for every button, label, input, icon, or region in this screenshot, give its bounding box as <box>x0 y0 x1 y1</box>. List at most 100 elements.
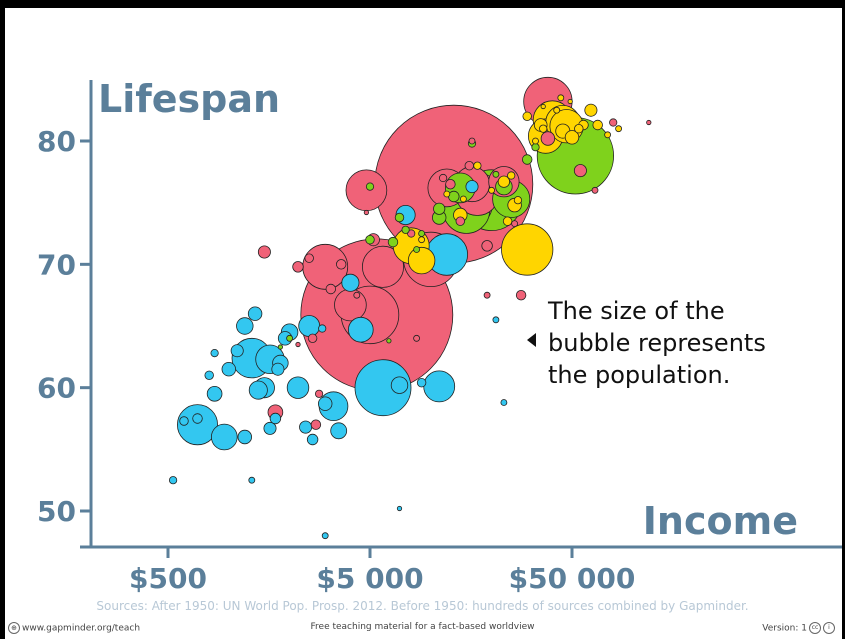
bubble-asia[interactable] <box>345 169 388 212</box>
bubble-africa[interactable] <box>248 476 256 484</box>
bubble-africa[interactable] <box>396 505 403 512</box>
bubble-africa[interactable] <box>416 378 427 388</box>
bubble-africa[interactable] <box>321 532 329 540</box>
bubble-africa[interactable] <box>492 316 500 324</box>
bubble-asia[interactable] <box>325 283 337 295</box>
bubble-asia[interactable] <box>336 259 347 270</box>
bubble-europe[interactable] <box>532 137 539 145</box>
bubble-africa[interactable] <box>347 316 374 343</box>
bubble-africa[interactable] <box>176 404 218 446</box>
bubble-asia[interactable] <box>353 291 361 299</box>
bubble-europe[interactable] <box>418 236 426 244</box>
bubble-africa[interactable] <box>221 362 237 377</box>
bubble-asia[interactable] <box>483 291 491 299</box>
bubble-africa[interactable] <box>390 376 409 394</box>
bubble-africa[interactable] <box>237 429 253 445</box>
bubble-asia[interactable] <box>468 137 476 145</box>
bubble-europe[interactable] <box>488 186 496 194</box>
bubble-americas[interactable] <box>365 182 375 191</box>
bubble-africa[interactable] <box>465 180 479 194</box>
bubble-europe[interactable] <box>567 98 573 105</box>
bubble-asia[interactable] <box>361 245 404 288</box>
bubble-americas[interactable] <box>401 225 410 234</box>
bubble-asia[interactable] <box>363 209 369 216</box>
bubble-asia[interactable] <box>257 245 271 259</box>
bubble-europe[interactable] <box>553 106 561 114</box>
bubble-africa[interactable] <box>500 399 508 406</box>
bubble-europe[interactable] <box>459 195 467 203</box>
bubble-americas[interactable] <box>413 246 421 253</box>
bubble-europe[interactable] <box>513 196 523 205</box>
bubble-americas[interactable] <box>394 212 405 223</box>
bubble-asia[interactable] <box>609 118 618 127</box>
bubble-europe[interactable] <box>540 103 546 110</box>
bubble-africa[interactable] <box>236 317 254 335</box>
bubble-africa[interactable] <box>169 476 178 485</box>
bubble-americas[interactable] <box>492 170 500 178</box>
bubble-europe[interactable] <box>473 161 482 170</box>
bubble-americas[interactable] <box>448 190 460 203</box>
bubble-asia[interactable] <box>540 131 556 146</box>
bubble-americas[interactable] <box>277 344 283 350</box>
bubble-asia[interactable] <box>445 178 456 190</box>
bubble-asia[interactable] <box>334 288 367 322</box>
bubble-africa[interactable] <box>210 348 219 358</box>
bubble-asia[interactable] <box>515 290 527 301</box>
bubble-asia[interactable] <box>438 173 448 183</box>
bubble-europe[interactable] <box>443 190 451 198</box>
bubble-africa[interactable] <box>354 359 412 417</box>
bubble-europe[interactable] <box>584 103 598 117</box>
bubble-africa[interactable] <box>192 413 203 424</box>
bubble-europe[interactable] <box>507 171 516 180</box>
bubble-asia[interactable] <box>310 419 322 430</box>
bubble-africa[interactable] <box>230 344 244 358</box>
bubble-asia[interactable] <box>304 253 314 263</box>
bubble-africa[interactable] <box>271 362 285 376</box>
bubble-americas[interactable] <box>286 334 294 342</box>
bubble-europe[interactable] <box>522 111 532 122</box>
bubble-africa[interactable] <box>341 273 360 292</box>
bubble-africa[interactable] <box>263 421 277 435</box>
bubble-asia[interactable] <box>481 240 493 252</box>
bubble-africa[interactable] <box>206 385 223 402</box>
bubble-europe[interactable] <box>592 119 603 131</box>
bubble-americas[interactable] <box>418 230 426 237</box>
bubble-africa[interactable] <box>318 396 333 411</box>
footer-link[interactable]: www.gapminder.org/teach <box>22 623 141 634</box>
bubble-europe[interactable] <box>574 123 584 134</box>
bubble-africa[interactable] <box>247 306 263 321</box>
bubble-asia[interactable] <box>511 220 518 228</box>
bubble-asia[interactable] <box>314 389 324 398</box>
bubble-asia[interactable] <box>295 341 301 348</box>
bubble-americas[interactable] <box>531 143 540 152</box>
bubble-asia[interactable] <box>307 333 318 344</box>
bubble-africa[interactable] <box>204 370 214 381</box>
bubble-asia[interactable] <box>646 119 652 126</box>
bubble-americas[interactable] <box>522 154 533 165</box>
bubble-asia[interactable] <box>455 216 466 226</box>
bubble-africa[interactable] <box>211 423 238 451</box>
bubble-europe[interactable] <box>407 246 436 275</box>
bubble-africa[interactable] <box>330 422 348 440</box>
bubble-europe[interactable] <box>497 175 510 188</box>
bubble-americas[interactable] <box>387 236 399 248</box>
bubble-asia[interactable] <box>292 261 304 273</box>
bubble-europe[interactable] <box>501 223 554 276</box>
bubble-europe[interactable] <box>604 131 611 139</box>
bubble-europe[interactable] <box>564 130 580 145</box>
bubble-africa[interactable] <box>286 376 310 399</box>
bubble-africa[interactable] <box>269 412 282 425</box>
bubble-americas[interactable] <box>433 202 446 215</box>
bubble-asia[interactable] <box>464 160 475 171</box>
bubble-asia[interactable] <box>413 334 421 342</box>
bubble-africa[interactable] <box>306 433 319 446</box>
bubble-europe[interactable] <box>539 124 548 133</box>
bubble-americas[interactable] <box>365 234 375 245</box>
bubble-africa[interactable] <box>299 420 313 434</box>
bubble-asia[interactable] <box>591 186 599 194</box>
bubble-africa[interactable] <box>318 324 327 333</box>
bubble-africa[interactable] <box>298 315 321 337</box>
bubble-americas[interactable] <box>386 338 392 344</box>
bubble-europe[interactable] <box>615 125 622 133</box>
bubble-asia[interactable] <box>407 229 416 238</box>
